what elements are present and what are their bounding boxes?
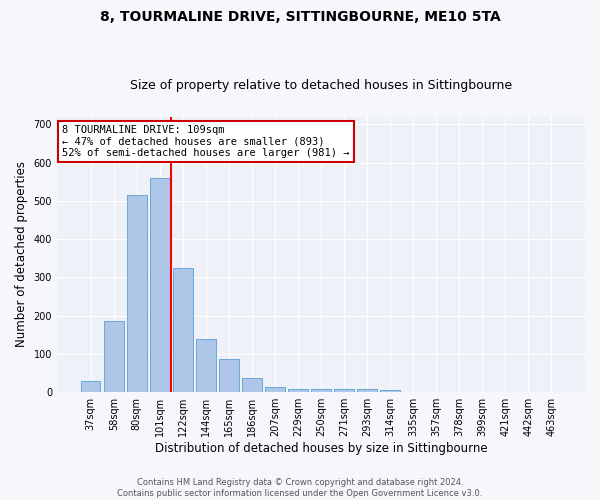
Y-axis label: Number of detached properties: Number of detached properties [15, 162, 28, 348]
Bar [173, 268, 193, 392]
Bar [311, 389, 331, 392]
Bar [104, 322, 124, 392]
Title: Size of property relative to detached houses in Sittingbourne: Size of property relative to detached ho… [130, 79, 512, 92]
Bar [380, 390, 400, 392]
Bar [127, 195, 146, 392]
Bar [150, 178, 170, 392]
Bar [357, 389, 377, 392]
Bar [219, 359, 239, 392]
Text: Contains HM Land Registry data © Crown copyright and database right 2024.
Contai: Contains HM Land Registry data © Crown c… [118, 478, 482, 498]
X-axis label: Distribution of detached houses by size in Sittingbourne: Distribution of detached houses by size … [155, 442, 487, 455]
Text: 8 TOURMALINE DRIVE: 109sqm
← 47% of detached houses are smaller (893)
52% of sem: 8 TOURMALINE DRIVE: 109sqm ← 47% of deta… [62, 125, 350, 158]
Bar [288, 389, 308, 392]
Bar [265, 387, 284, 392]
Bar [242, 378, 262, 392]
Text: 8, TOURMALINE DRIVE, SITTINGBOURNE, ME10 5TA: 8, TOURMALINE DRIVE, SITTINGBOURNE, ME10… [100, 10, 500, 24]
Bar [334, 389, 354, 392]
Bar [196, 338, 215, 392]
Bar [81, 380, 100, 392]
